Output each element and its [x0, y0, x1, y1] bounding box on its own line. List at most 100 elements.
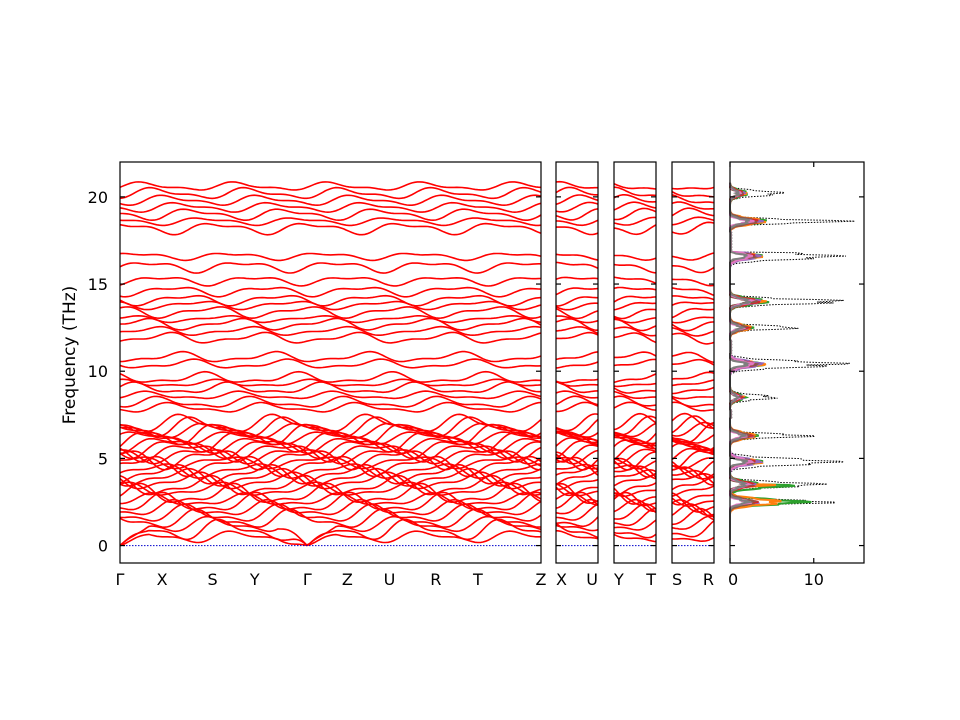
band-line	[119, 314, 542, 324]
band-line	[613, 194, 656, 203]
band-line	[119, 445, 542, 463]
band-line	[613, 432, 657, 445]
band-line	[671, 327, 715, 337]
k-point-label: S	[208, 570, 218, 589]
y-axis-label: Frequency (THz)	[60, 286, 80, 425]
band-line	[613, 448, 657, 465]
band-line	[613, 519, 657, 531]
band-line	[671, 440, 715, 452]
k-point-label: R	[703, 570, 714, 589]
band-line	[555, 194, 599, 206]
band-line	[119, 217, 542, 227]
band-line	[119, 350, 542, 363]
band-line	[555, 326, 599, 335]
band-line	[555, 261, 599, 270]
band-panel-frame	[671, 161, 715, 564]
band-line	[613, 186, 657, 197]
band-line	[671, 536, 715, 543]
band-line	[671, 351, 715, 364]
band-line	[555, 201, 599, 213]
band-line	[613, 326, 657, 337]
band-line	[613, 276, 657, 285]
band-line	[671, 221, 715, 235]
dos-series-line	[729, 182, 754, 541]
band-line	[671, 295, 715, 301]
band-line	[671, 415, 715, 434]
band-line	[671, 498, 715, 517]
dos-total-line	[729, 182, 855, 541]
band-line	[119, 201, 542, 214]
band-line	[555, 413, 599, 432]
band-line	[672, 386, 715, 395]
dos-x-tick-label: 0	[728, 570, 738, 589]
band-line	[613, 415, 657, 436]
band-line	[555, 498, 599, 515]
band-line	[671, 321, 715, 332]
band-line	[613, 533, 657, 543]
y-tick-label: 5	[98, 449, 108, 468]
band-line	[671, 515, 715, 530]
band-line	[671, 379, 715, 387]
band-line	[613, 387, 656, 394]
band-line	[613, 224, 657, 236]
band-line	[120, 456, 542, 470]
band-line	[555, 444, 599, 463]
band-line	[672, 434, 715, 444]
band-line	[613, 308, 657, 320]
k-point-label: Y	[249, 570, 260, 589]
band-line	[613, 183, 657, 190]
dos-lines-layer	[728, 182, 855, 541]
band-line	[119, 186, 542, 200]
band-line	[671, 507, 715, 526]
band-line	[671, 287, 715, 297]
band-line	[671, 492, 715, 513]
band-line	[671, 395, 715, 400]
band-line	[555, 440, 599, 459]
band-line	[556, 401, 599, 413]
band-line	[555, 451, 599, 471]
band-line	[613, 412, 657, 431]
band-line	[119, 276, 542, 287]
band-line	[120, 208, 542, 222]
y-tick-label: 20	[88, 188, 108, 207]
band-line	[671, 476, 715, 491]
band-line	[556, 530, 599, 540]
band-line	[119, 306, 542, 320]
band-panel-frame	[119, 161, 542, 564]
band-line	[613, 451, 657, 471]
band-line	[613, 443, 657, 461]
band-line	[613, 395, 657, 407]
band-line	[555, 378, 599, 384]
band-line	[555, 186, 599, 196]
band-line	[555, 390, 599, 399]
band-line	[119, 530, 541, 547]
band-line	[613, 436, 657, 445]
band-line	[555, 380, 599, 387]
band-line	[119, 498, 542, 516]
band-line	[119, 331, 542, 344]
band-line	[555, 276, 599, 280]
band-line	[671, 520, 715, 538]
band-line	[555, 522, 599, 539]
band-line	[555, 395, 599, 406]
band-line	[555, 524, 599, 532]
band-line	[672, 358, 715, 366]
band-line	[556, 296, 598, 307]
k-point-label: S	[672, 570, 682, 589]
band-line	[671, 201, 715, 210]
band-line	[614, 351, 657, 359]
band-line	[555, 253, 599, 261]
band-line	[119, 503, 542, 522]
band-line	[613, 295, 657, 303]
band-line	[119, 449, 542, 465]
band-line	[119, 222, 542, 236]
band-line	[671, 494, 715, 506]
band-line	[555, 361, 599, 369]
band-line	[671, 457, 715, 470]
band-line	[555, 516, 599, 528]
band-line	[555, 470, 599, 486]
k-point-label: Y	[613, 570, 624, 589]
band-line	[119, 474, 542, 496]
band-line	[555, 307, 599, 320]
